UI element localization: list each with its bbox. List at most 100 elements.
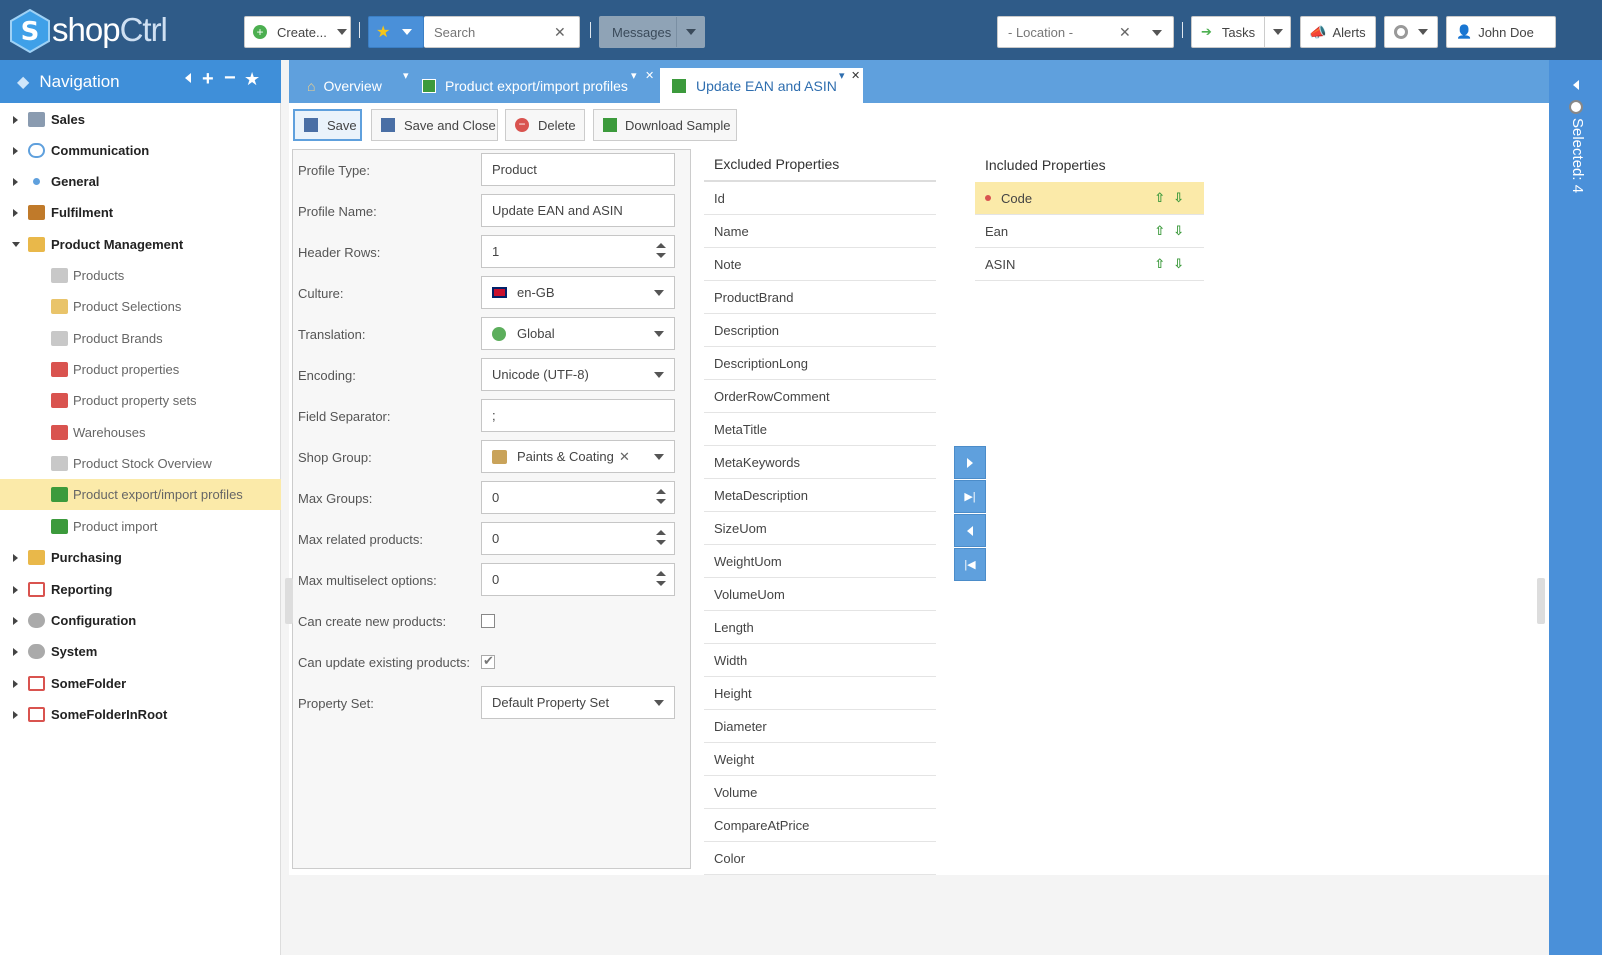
max-multiselect-stepper[interactable]: 0: [481, 563, 675, 596]
list-item[interactable]: Height: [704, 677, 936, 710]
list-item[interactable]: Name: [704, 215, 936, 248]
list-item[interactable]: Ean ⇧ ⇩: [975, 215, 1204, 248]
expand-all-icon[interactable]: +: [202, 68, 214, 90]
save-and-close-button[interactable]: Save and Close: [371, 109, 498, 141]
collapse-sidebar-handle[interactable]: [285, 578, 293, 624]
nav-item-product-property-sets[interactable]: Product property sets: [0, 385, 281, 416]
search-input[interactable]: [434, 24, 554, 40]
list-item[interactable]: ASIN ⇧ ⇩: [975, 248, 1204, 281]
list-item[interactable]: SizeUom: [704, 512, 936, 545]
list-item[interactable]: Diameter: [704, 710, 936, 743]
list-item[interactable]: Color: [704, 842, 936, 875]
nav-item-products[interactable]: Products: [0, 260, 281, 291]
nav-item-product-import[interactable]: Product import: [0, 511, 281, 542]
expand-arrow-icon[interactable]: [13, 177, 18, 186]
spinner-arrows-icon[interactable]: [656, 571, 666, 590]
spinner-arrows-icon[interactable]: [656, 530, 666, 549]
header-rows-stepper[interactable]: 1: [481, 235, 675, 268]
list-item[interactable]: MetaDescription: [704, 479, 936, 512]
max-related-stepper[interactable]: 0: [481, 522, 675, 555]
move-right-button[interactable]: [954, 446, 986, 479]
selection-panel[interactable]: [1549, 60, 1602, 955]
search-box[interactable]: ✕: [424, 16, 580, 48]
expand-arrow-icon[interactable]: [13, 585, 18, 594]
tab-menu-icon[interactable]: ▾: [631, 70, 637, 82]
nav-item-product-export-import-profiles[interactable]: Product export/import profiles: [0, 479, 281, 510]
tasks-button[interactable]: ➔ Tasks: [1191, 16, 1291, 48]
translation-select[interactable]: Global: [481, 317, 675, 350]
expand-arrow-icon[interactable]: [13, 115, 18, 124]
nav-item-product-stock-overview[interactable]: Product Stock Overview: [0, 448, 281, 479]
collapse-left-icon[interactable]: [185, 73, 191, 83]
tab-update-ean-and-asin[interactable]: Update EAN and ASIN ▾ ✕: [660, 68, 863, 103]
clear-search-icon[interactable]: ✕: [554, 23, 566, 40]
nav-item-somefolderinroot[interactable]: SomeFolderInRoot: [0, 699, 281, 730]
nav-item-product-brands[interactable]: Product Brands: [0, 323, 281, 354]
expand-arrow-icon[interactable]: [13, 647, 18, 656]
favorites-button[interactable]: ★: [368, 16, 424, 48]
move-down-icon[interactable]: ⇩: [1173, 223, 1184, 238]
expand-arrow-icon[interactable]: [13, 679, 18, 688]
nav-item-system[interactable]: System: [0, 636, 281, 667]
list-item[interactable]: VolumeUom: [704, 578, 936, 611]
list-item[interactable]: DescriptionLong: [704, 347, 936, 380]
list-item[interactable]: Id: [704, 182, 936, 215]
list-item[interactable]: WeightUom: [704, 545, 936, 578]
expand-arrow-icon[interactable]: [13, 710, 18, 719]
culture-select[interactable]: en-GB: [481, 276, 675, 309]
nav-item-reporting[interactable]: Reporting: [0, 574, 281, 605]
tab-menu-icon[interactable]: ▾: [403, 70, 409, 82]
spinner-arrows-icon[interactable]: [656, 489, 666, 508]
download-sample-button[interactable]: Download Sample: [593, 109, 737, 141]
create-button[interactable]: + Create...: [244, 16, 351, 48]
spinner-arrows-icon[interactable]: [656, 243, 666, 262]
clear-location-icon[interactable]: ✕: [1119, 23, 1131, 40]
save-button[interactable]: Save: [293, 109, 362, 141]
move-all-left-button[interactable]: |◀: [954, 548, 986, 581]
nav-item-fulfilment[interactable]: Fulfilment: [0, 197, 281, 228]
move-all-right-button[interactable]: ▶|: [954, 480, 986, 513]
list-item[interactable]: ProductBrand: [704, 281, 936, 314]
list-item[interactable]: Volume: [704, 776, 936, 809]
nav-item-product-properties[interactable]: Product properties: [0, 354, 281, 385]
favorite-star-icon[interactable]: ★: [244, 69, 261, 89]
close-tab-icon[interactable]: ✕: [851, 70, 861, 82]
list-item[interactable]: Note: [704, 248, 936, 281]
delete-button[interactable]: − Delete: [505, 109, 585, 141]
collapse-right-panel-handle[interactable]: [1537, 578, 1545, 624]
expand-arrow-icon[interactable]: [13, 208, 18, 217]
tab-product-export-import-profiles[interactable]: Product export/import profiles ▾ ✕: [419, 68, 659, 103]
list-item[interactable]: Width: [704, 644, 936, 677]
app-logo[interactable]: S shopCtrl: [10, 8, 168, 54]
nav-item-purchasing[interactable]: Purchasing: [0, 542, 281, 573]
list-item[interactable]: Weight: [704, 743, 936, 776]
alerts-button[interactable]: 📣 Alerts: [1300, 16, 1376, 48]
help-button[interactable]: [1384, 16, 1438, 48]
nav-item-product-selections[interactable]: Product Selections: [0, 291, 281, 322]
nav-item-warehouses[interactable]: Warehouses: [0, 417, 281, 448]
list-item[interactable]: OrderRowComment: [704, 380, 936, 413]
tab-overview[interactable]: ⌂ Overview ▾: [299, 68, 415, 103]
can-create-checkbox[interactable]: [481, 614, 495, 628]
nav-item-communication[interactable]: Communication: [0, 135, 281, 166]
expand-arrow-icon[interactable]: [13, 616, 18, 625]
messages-button[interactable]: Messages: [599, 16, 705, 48]
shop-group-select[interactable]: Paints & Coating ✕: [481, 440, 675, 473]
collapse-arrow-icon[interactable]: [12, 242, 20, 247]
list-item[interactable]: Description: [704, 314, 936, 347]
move-up-icon[interactable]: ⇧: [1154, 223, 1166, 238]
expand-arrow-icon[interactable]: [13, 553, 18, 562]
expand-arrow-icon[interactable]: [13, 146, 18, 155]
move-down-icon[interactable]: ⇩: [1173, 190, 1184, 205]
clear-shop-group-icon[interactable]: ✕: [619, 449, 630, 464]
collapse-all-icon[interactable]: −: [224, 67, 236, 89]
nav-item-product-management[interactable]: Product Management: [0, 229, 281, 260]
list-item[interactable]: MetaKeywords: [704, 446, 936, 479]
list-item[interactable]: Code ⇧ ⇩: [975, 182, 1204, 215]
list-item[interactable]: Length: [704, 611, 936, 644]
encoding-select[interactable]: Unicode (UTF-8): [481, 358, 675, 391]
max-groups-stepper[interactable]: 0: [481, 481, 675, 514]
list-item[interactable]: CompareAtPrice: [704, 809, 936, 842]
tab-menu-icon[interactable]: ▾: [839, 70, 845, 82]
move-up-icon[interactable]: ⇧: [1154, 190, 1166, 205]
